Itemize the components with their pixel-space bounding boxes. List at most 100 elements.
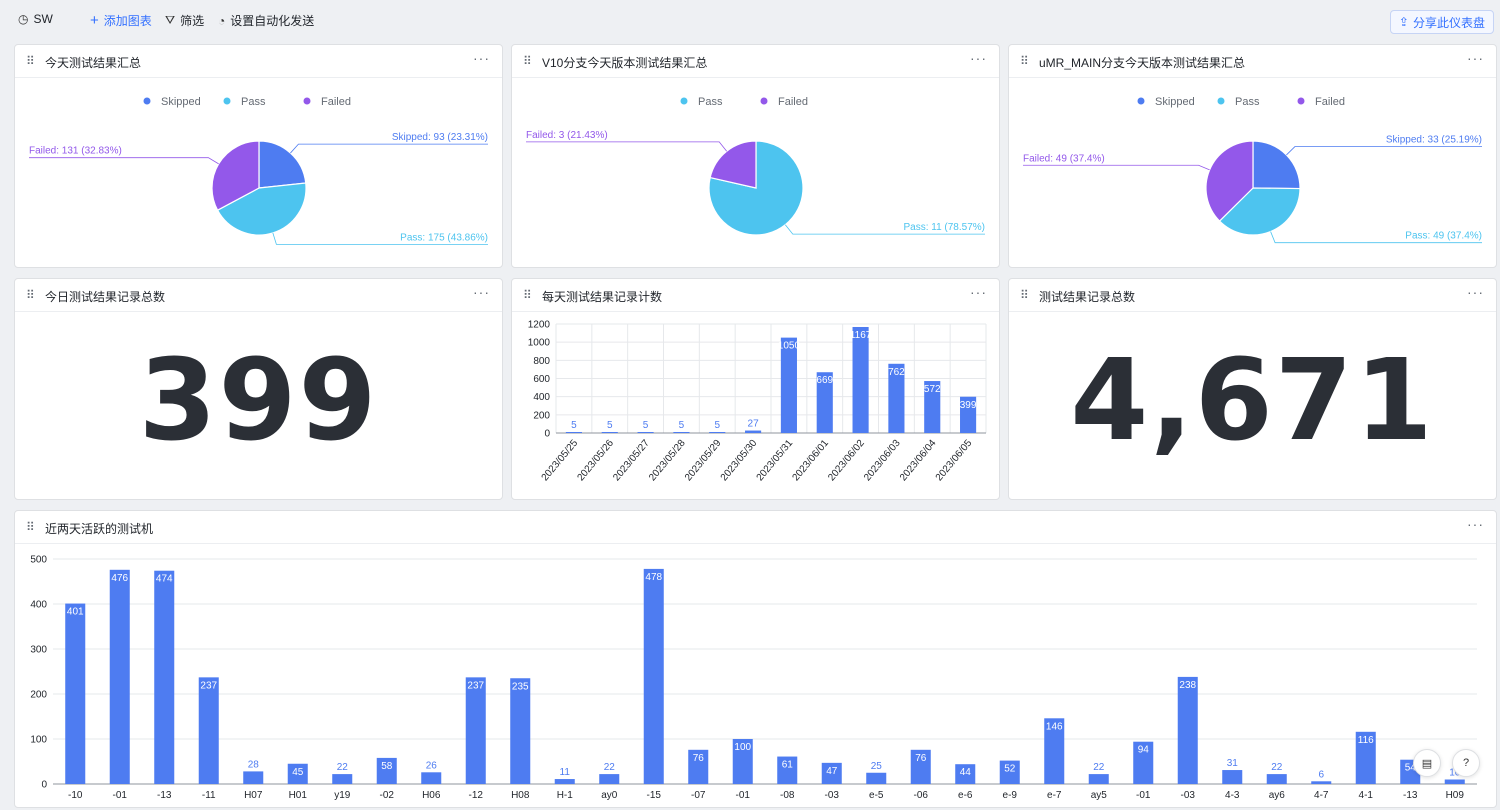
y-tick-label: 800 xyxy=(533,356,550,367)
legend-label: Pass xyxy=(241,96,266,108)
bar-data-label: 22 xyxy=(1271,762,1283,773)
drag-handle-icon[interactable]: ⠿ xyxy=(1020,54,1029,68)
more-options-icon[interactable]: ··· xyxy=(473,284,490,300)
more-options-icon[interactable]: ··· xyxy=(1467,50,1484,66)
bar[interactable] xyxy=(565,432,582,433)
more-options-icon[interactable]: ··· xyxy=(970,50,987,66)
bar[interactable] xyxy=(816,372,833,433)
card-header: ⠿ V10分支今天版本测试结果汇总 ··· xyxy=(512,45,999,78)
bar-data-label: 5 xyxy=(571,420,577,431)
bar[interactable] xyxy=(673,432,690,433)
drag-handle-icon[interactable]: ⠿ xyxy=(523,288,532,302)
bar[interactable] xyxy=(852,326,869,433)
pie-data-label: Skipped: 93 (23.31%) xyxy=(392,132,488,143)
more-options-icon[interactable]: ··· xyxy=(1467,516,1484,532)
bar[interactable] xyxy=(1266,774,1287,784)
x-tick-label: H07 xyxy=(244,790,263,801)
bar[interactable] xyxy=(780,337,797,433)
legend-swatch xyxy=(1217,97,1225,105)
more-options-icon[interactable]: ··· xyxy=(473,50,490,66)
bar[interactable] xyxy=(198,677,219,784)
bar[interactable] xyxy=(109,569,130,784)
bar[interactable] xyxy=(821,762,842,784)
x-tick-label: H08 xyxy=(511,790,530,801)
x-tick-label: -07 xyxy=(691,790,706,801)
bar[interactable] xyxy=(154,570,175,784)
bar[interactable] xyxy=(732,739,753,784)
bar[interactable] xyxy=(1044,718,1065,784)
bar[interactable] xyxy=(421,772,442,784)
bar[interactable] xyxy=(1311,781,1332,784)
bar[interactable] xyxy=(1355,731,1376,784)
legend-item-failed[interactable]: Failed xyxy=(303,96,351,108)
drag-handle-icon[interactable]: ⠿ xyxy=(26,54,35,68)
machines-bar-chart: 0 100 200 300 400 500 401 -10 476 -01 474 -13 237 -11… xyxy=(15,544,1496,807)
x-tick-label: 4-7 xyxy=(1314,790,1329,801)
bar[interactable] xyxy=(465,677,486,784)
bar[interactable] xyxy=(999,760,1020,784)
x-tick-label: H-1 xyxy=(557,790,574,801)
bar[interactable] xyxy=(243,771,264,784)
add-chart-button[interactable]: + 添加图表 xyxy=(90,12,152,29)
drag-handle-icon[interactable]: ⠿ xyxy=(26,520,35,534)
bar[interactable] xyxy=(777,756,798,784)
legend-item-failed[interactable]: Failed xyxy=(760,96,808,108)
legend-item-pass[interactable]: Pass xyxy=(1217,96,1260,108)
bar[interactable] xyxy=(960,396,977,433)
bar[interactable] xyxy=(745,430,762,433)
bar[interactable] xyxy=(955,764,976,784)
card-title: 近两天活跃的测试机 xyxy=(45,522,154,536)
dashboard-name[interactable]: ◷ SW xyxy=(18,12,53,26)
y-tick-label: 0 xyxy=(41,780,47,791)
bar[interactable] xyxy=(287,763,308,784)
card-header: ⠿ 今日测试结果记录总数 ··· xyxy=(15,279,502,312)
auto-send-button[interactable]: ◔ 设置自动化发送 xyxy=(218,12,314,29)
bar[interactable] xyxy=(888,363,905,433)
more-options-icon[interactable]: ··· xyxy=(970,284,987,300)
pie-slice-pass[interactable] xyxy=(216,182,307,236)
bar[interactable] xyxy=(1177,676,1198,784)
bar[interactable] xyxy=(599,774,620,784)
bar-data-label: 474 xyxy=(156,574,173,585)
legend-item-failed[interactable]: Failed xyxy=(1297,96,1345,108)
bar[interactable] xyxy=(554,779,575,784)
legend-item-skipped[interactable]: Skipped xyxy=(143,96,201,108)
filter-button[interactable]: ⛛ 筛选 xyxy=(165,12,204,29)
pie-slice-failed[interactable] xyxy=(211,140,260,212)
legend-item-pass[interactable]: Pass xyxy=(223,96,266,108)
bar[interactable] xyxy=(376,757,397,784)
drag-handle-icon[interactable]: ⠿ xyxy=(1020,288,1029,302)
bar[interactable] xyxy=(601,432,618,433)
bar[interactable] xyxy=(688,749,709,784)
legend-label: Skipped xyxy=(1155,96,1195,108)
bar[interactable] xyxy=(637,432,654,433)
pie-leader-line xyxy=(1286,146,1482,156)
bar[interactable] xyxy=(1088,774,1109,784)
bar[interactable] xyxy=(643,568,664,784)
bar[interactable] xyxy=(910,749,931,784)
bar[interactable] xyxy=(1222,770,1243,784)
pie-slice-skipped[interactable] xyxy=(258,140,307,189)
x-tick-label: -10 xyxy=(68,790,83,801)
bar[interactable] xyxy=(510,678,531,784)
bar[interactable] xyxy=(709,432,726,433)
legend-item-pass[interactable]: Pass xyxy=(680,96,723,108)
legend-item-skipped[interactable]: Skipped xyxy=(1137,96,1195,108)
bar[interactable] xyxy=(1133,741,1154,784)
bar[interactable] xyxy=(332,774,353,784)
bar[interactable] xyxy=(924,381,941,433)
drag-handle-icon[interactable]: ⠿ xyxy=(26,288,35,302)
share-dashboard-button[interactable]: ⇪ 分享此仪表盘 xyxy=(1389,10,1494,34)
drag-handle-icon[interactable]: ⠿ xyxy=(523,54,532,68)
help-button[interactable]: ? xyxy=(1452,749,1480,777)
bar[interactable] xyxy=(866,772,887,784)
more-options-icon[interactable]: ··· xyxy=(1467,284,1484,300)
x-tick-label: -03 xyxy=(1181,790,1196,801)
x-tick-label: -08 xyxy=(780,790,795,801)
bar[interactable] xyxy=(65,603,86,784)
x-tick-label: e-6 xyxy=(958,790,973,801)
help-icon: ? xyxy=(1462,757,1470,769)
pie-data-label: Failed: 49 (37.4%) xyxy=(1023,153,1105,164)
bar[interactable] xyxy=(1444,779,1465,785)
document-button[interactable]: ▤ xyxy=(1413,749,1441,777)
